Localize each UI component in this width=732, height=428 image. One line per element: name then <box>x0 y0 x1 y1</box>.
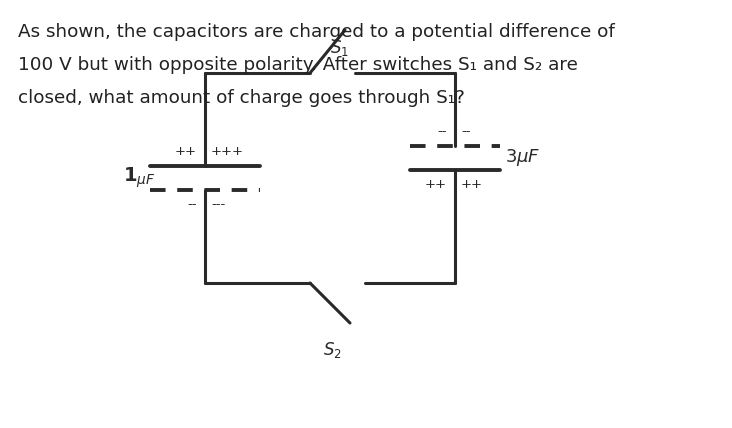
Text: $\mathbf{1}_{\mu F}$: $\mathbf{1}_{\mu F}$ <box>122 166 155 190</box>
Text: $3\mu F$: $3\mu F$ <box>505 148 540 169</box>
Text: As shown, the capacitors are charged to a potential difference of: As shown, the capacitors are charged to … <box>18 23 615 41</box>
Text: --: -- <box>438 125 447 138</box>
Text: --: -- <box>187 198 197 211</box>
Text: ++: ++ <box>175 145 197 158</box>
Text: $S_2$: $S_2$ <box>323 340 341 360</box>
Text: $S_1$: $S_1$ <box>330 38 349 58</box>
Text: closed, what amount of charge goes through S₁?: closed, what amount of charge goes throu… <box>18 89 465 107</box>
Text: --: -- <box>461 125 471 138</box>
Text: 100 V but with opposite polarity. After switches S₁ and S₂ are: 100 V but with opposite polarity. After … <box>18 56 578 74</box>
Text: ---: --- <box>211 198 225 211</box>
Text: +++: +++ <box>211 145 244 158</box>
Text: ++: ++ <box>425 178 447 191</box>
Text: ++: ++ <box>461 178 483 191</box>
